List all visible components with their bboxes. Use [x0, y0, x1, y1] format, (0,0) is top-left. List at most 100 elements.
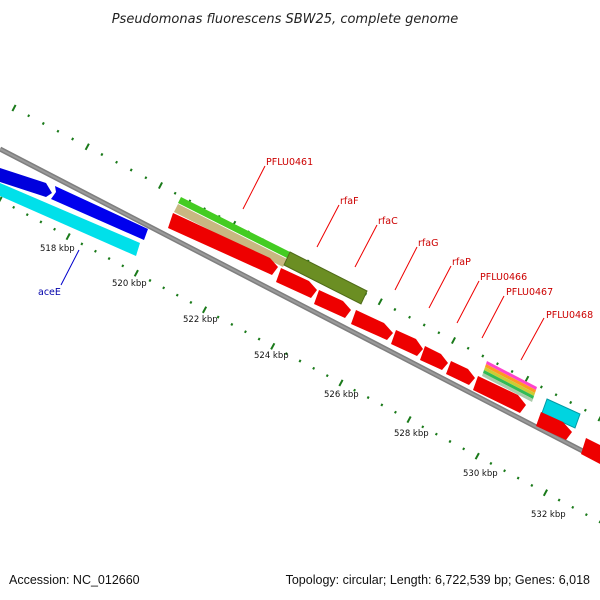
scale-tick — [539, 385, 543, 389]
gene-label-rfaC: rfaC — [378, 216, 398, 227]
cyan-features — [0, 183, 581, 429]
scale-tick — [516, 476, 520, 480]
scale-tick — [530, 483, 534, 487]
misc-features — [174, 197, 537, 402]
reverse-strand-features — [168, 213, 600, 464]
scale-tick — [583, 408, 587, 412]
gene-arrow — [276, 268, 317, 298]
misc-feature — [283, 251, 368, 305]
scale-tick — [481, 354, 485, 358]
scale-tick — [175, 293, 179, 297]
scale-tick — [173, 191, 177, 195]
scale-tick — [312, 366, 316, 370]
scale-tick — [584, 513, 588, 517]
scale-tick — [115, 160, 118, 164]
scale-tick — [162, 286, 166, 290]
gene-label-rfaF: rfaF — [340, 196, 359, 207]
overlapping-features-stack — [482, 361, 537, 402]
scale-tick — [421, 425, 425, 429]
gene-arrow — [541, 398, 581, 429]
scale-tick — [144, 176, 148, 180]
genome-summary-text: Topology: circular; Length: 6,722,539 bp… — [285, 573, 590, 587]
scale-tick — [466, 346, 470, 350]
scale-tick — [366, 396, 370, 400]
gene-label-PFLU0468: PFLU0468 — [546, 310, 593, 321]
scale-tick — [377, 298, 383, 306]
tick-label: 528 kbp — [394, 429, 429, 439]
accession-text: Accession: NC_012660 — [9, 573, 140, 587]
gene-arrow — [51, 186, 148, 240]
scale-tick — [230, 322, 234, 326]
gene-arrow — [0, 183, 140, 256]
scale-tick — [284, 352, 288, 356]
scale-tick — [148, 278, 152, 283]
scale-tick — [65, 233, 71, 241]
scale-tick — [129, 168, 133, 172]
inner-tick-ring — [0, 196, 600, 524]
gene-arrow — [446, 361, 475, 385]
genome-backbone — [0, 146, 600, 463]
misc-feature — [178, 197, 290, 258]
tick-label: 524 kbp — [254, 351, 289, 361]
scale-tick — [554, 393, 558, 397]
gene-label-aceE: aceE — [38, 287, 61, 298]
scale-tick — [202, 306, 208, 314]
scale-tick — [571, 505, 575, 509]
scale-tick — [94, 249, 97, 253]
scale-tick — [448, 439, 452, 444]
scale-tick — [0, 196, 3, 203]
gene-arrow — [391, 330, 423, 356]
scale-tick — [133, 269, 139, 277]
scale-tick — [158, 181, 163, 190]
scale-tick — [462, 447, 466, 451]
scale-tick — [597, 415, 600, 422]
scale-tick — [380, 403, 384, 407]
scale-tick — [422, 323, 426, 327]
scale-tick — [80, 242, 84, 246]
scale-tick — [216, 315, 220, 319]
scale-tick — [11, 104, 17, 112]
map-title: Pseudomonas fluorescens SBW25, complete … — [112, 12, 459, 27]
gene-labels: aceE PFLU0461 rfaF rfaC rfaG rfaP PFLU04… — [38, 157, 593, 361]
scale-tick — [408, 315, 411, 319]
scale-tick — [474, 452, 480, 460]
scale-tick — [100, 152, 104, 157]
scale-tick — [434, 432, 438, 436]
scale-tick — [27, 114, 31, 118]
scale-tick — [107, 257, 111, 261]
gene-arrow — [314, 290, 351, 318]
scale-tick — [451, 336, 456, 345]
scale-tick — [353, 388, 356, 392]
scale-tick — [39, 220, 43, 224]
scale-tick — [569, 400, 573, 405]
forward-strand-features — [0, 168, 148, 240]
scale-tick — [56, 129, 60, 133]
scale-tick — [189, 300, 193, 304]
scale-tick — [244, 330, 247, 334]
scale-tick — [496, 362, 499, 366]
gene-arrow — [351, 310, 393, 340]
misc-feature — [174, 204, 287, 267]
gene-arrow — [168, 213, 278, 275]
scale-labels: 518 kbp 520 kbp 522 kbp 524 kbp 526 kbp … — [40, 244, 566, 520]
tick-label: 530 kbp — [463, 469, 498, 479]
gene-arrow — [581, 438, 600, 464]
gene-label-rfaG: rfaG — [418, 238, 438, 249]
scale-tick — [394, 410, 397, 414]
scale-tick — [41, 121, 45, 126]
tick-label: 526 kbp — [324, 390, 359, 400]
scale-tick — [510, 369, 514, 374]
scale-tick — [406, 416, 412, 424]
gene-label-PFLU0466: PFLU0466 — [480, 272, 527, 283]
scale-tick — [557, 498, 561, 502]
scale-tick — [503, 469, 506, 473]
scale-tick — [325, 374, 329, 378]
gene-arrow — [473, 376, 526, 413]
scale-tick — [25, 213, 29, 217]
scale-tick — [393, 307, 397, 312]
tick-label: 518 kbp — [40, 244, 75, 254]
scale-tick — [542, 489, 548, 497]
gene-label-PFLU0467: PFLU0467 — [506, 287, 553, 298]
gene-arrow — [0, 168, 52, 197]
